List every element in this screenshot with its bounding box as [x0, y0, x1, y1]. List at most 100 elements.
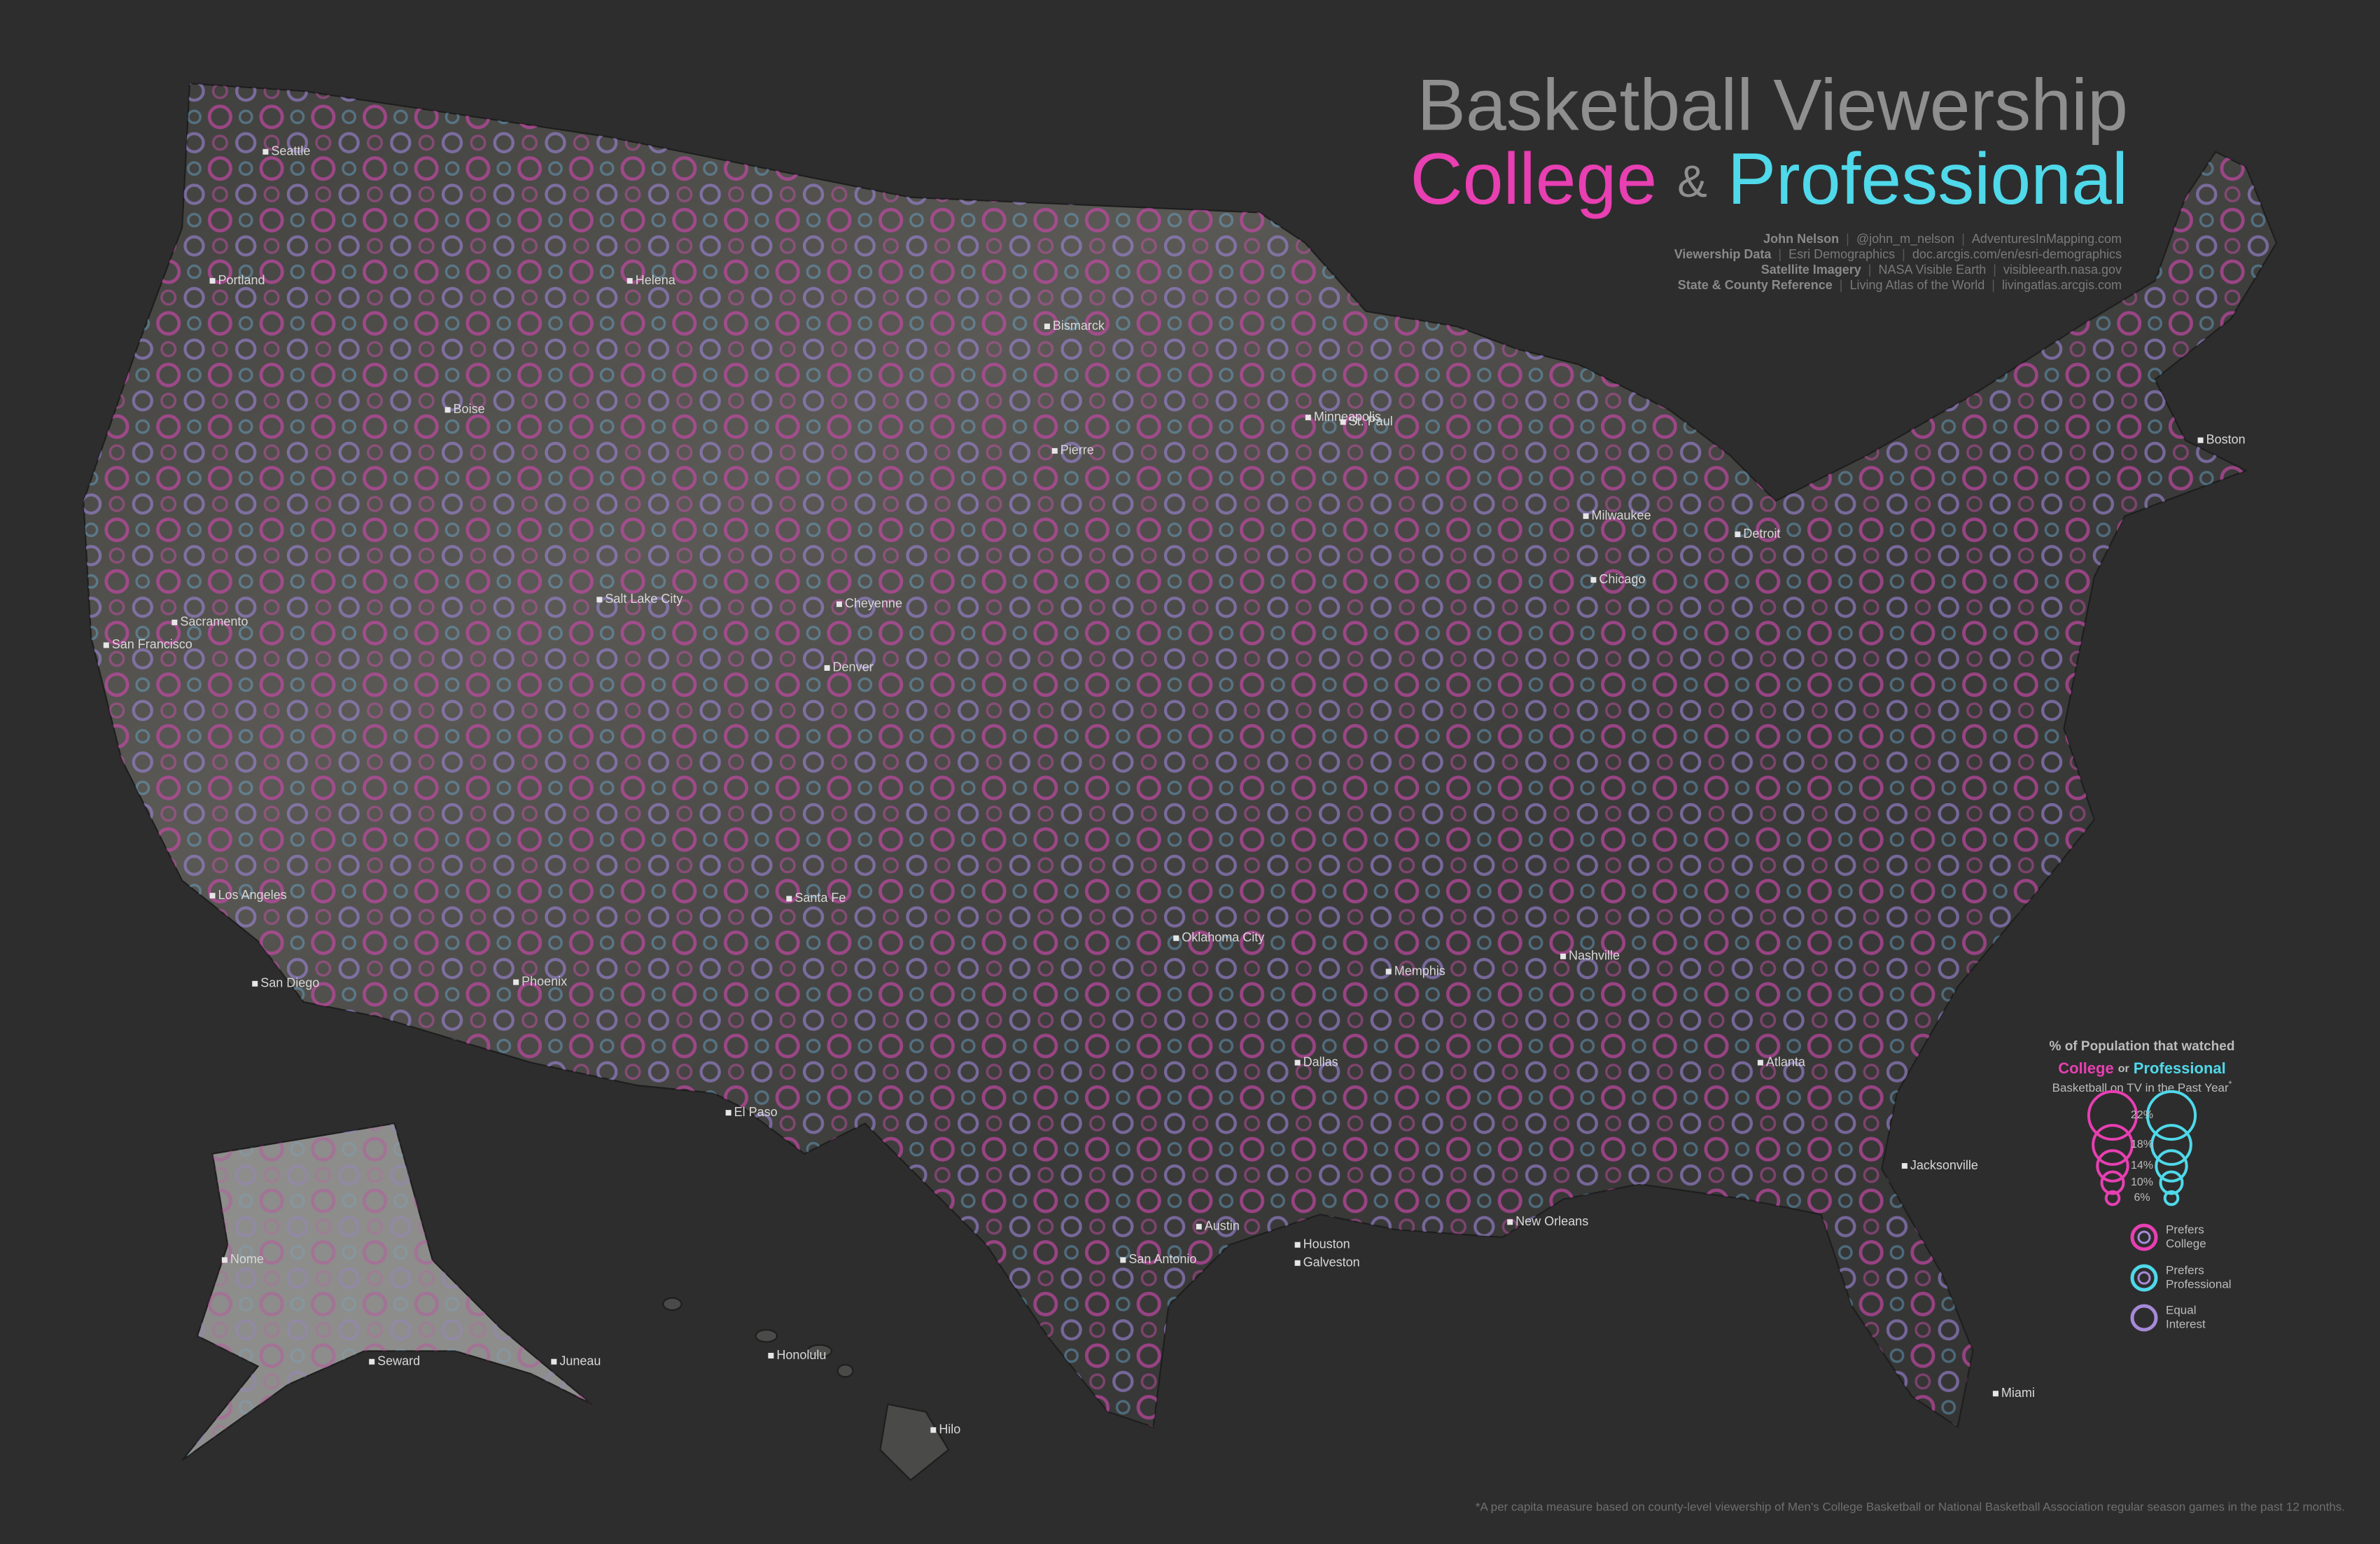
- credit-separator: |: [1846, 232, 1849, 246]
- island: [836, 1363, 854, 1378]
- legend-size-college: [2100, 1170, 2125, 1195]
- credit-separator: |: [1778, 247, 1782, 261]
- city-label: Cheyenne: [845, 597, 902, 611]
- legend-size-college: [2092, 1124, 2134, 1166]
- legend-category-inner: [2137, 1271, 2151, 1285]
- legend-subtitle: College or Professional: [2058, 1059, 2226, 1077]
- city-marker: [836, 601, 842, 607]
- city-marker: [1294, 1242, 1301, 1248]
- city-label: Nashville: [1569, 949, 1620, 963]
- title: Basketball Viewership College & Professi…: [1410, 64, 2129, 220]
- credit-label: Satellite Imagery: [1761, 263, 1861, 277]
- city-marker: [513, 979, 519, 985]
- credit-item: Living Atlas of the World: [1849, 278, 1984, 292]
- city-label: Los Angeles: [218, 888, 287, 902]
- city-label: San Antonio: [1128, 1252, 1196, 1266]
- city-label: El Paso: [734, 1105, 778, 1119]
- credit-separator: |: [1868, 263, 1872, 277]
- legend-category-label: Equal: [2166, 1303, 2196, 1316]
- city-label: Honolulu: [776, 1348, 826, 1362]
- credit-item: @john_m_nelson: [1856, 232, 1954, 246]
- city-marker: [209, 278, 216, 284]
- city-marker: [626, 278, 633, 284]
- credit-item: doc.arcgis.com/en/esri-demographics: [1912, 247, 2122, 261]
- city-label: Seattle: [271, 144, 310, 158]
- hawaii: [662, 1297, 950, 1482]
- city-marker: [1294, 1059, 1301, 1066]
- legend-size-college: [2087, 1090, 2138, 1141]
- legend-category-swatch: [2130, 1223, 2158, 1251]
- city-marker: [1173, 935, 1180, 941]
- footnote: *A per capita measure based on county-le…: [1476, 1500, 2345, 1513]
- city-label: Houston: [1303, 1237, 1350, 1251]
- credit-line: State & County Reference | Living Atlas of…: [1678, 278, 2122, 292]
- title-line2: College & Professional: [1410, 139, 2129, 220]
- legend-category-label: Interest: [2166, 1317, 2206, 1330]
- city-label: Santa Fe: [794, 891, 846, 905]
- city-label: Oklahoma City: [1182, 931, 1264, 945]
- legend-size-label: 10%: [2131, 1176, 2153, 1188]
- legend-subheading-text: Basketball on TV in the Past Year: [2052, 1081, 2229, 1094]
- credit-line: John Nelson | @john_m_nelson | AdventuresInM…: [1763, 232, 2122, 246]
- city-marker: [1305, 415, 1311, 421]
- legend-size-college: [2104, 1190, 2121, 1206]
- title-line1: Basketball Viewership: [1417, 64, 2128, 146]
- city-marker: [596, 597, 603, 603]
- city-marker: [786, 896, 792, 902]
- city-marker: [221, 1257, 227, 1263]
- legend-size-professional: [2146, 1090, 2197, 1141]
- city-label: Miami: [2001, 1386, 2035, 1400]
- city-marker: [1507, 1219, 1513, 1225]
- legend-size-label: 14%: [2131, 1160, 2153, 1171]
- city-marker: [824, 665, 830, 671]
- city-label: Detroit: [1743, 527, 1780, 541]
- credit-item: visibleearth.nasa.gov: [2003, 263, 2122, 277]
- legend-category-swatch: [2130, 1264, 2158, 1292]
- legend-size-professional: [2150, 1124, 2192, 1166]
- city-marker: [1992, 1391, 1998, 1397]
- legend-size-label: 6%: [2134, 1192, 2150, 1204]
- city-label: Denver: [833, 660, 874, 674]
- city-label: Sacramento: [180, 615, 248, 629]
- legend-size-label: 22%: [2131, 1109, 2153, 1121]
- city-marker: [1590, 577, 1597, 583]
- city-label: Juneau: [559, 1354, 601, 1368]
- credit-separator: |: [1961, 232, 1965, 246]
- credit-separator: |: [1902, 247, 1905, 261]
- city-label: Boston: [2206, 432, 2246, 446]
- credit-item: NASA Visible Earth: [1878, 263, 1986, 277]
- legend-or: or: [2118, 1063, 2129, 1075]
- city-label: Salt Lake City: [605, 592, 682, 606]
- city-label: Pierre: [1060, 443, 1094, 457]
- credit-item: livingatlas.arcgis.com: [2002, 278, 2122, 292]
- contiguous-us-rings: [83, 83, 2277, 1427]
- legend-category-inner: [2137, 1230, 2151, 1244]
- credit-label: Viewership Data: [1674, 247, 1772, 261]
- city-marker: [444, 407, 451, 413]
- legend-professional: Professional: [2134, 1059, 2226, 1077]
- legend-asterisk: *: [2229, 1079, 2232, 1089]
- credit-item: Esri Demographics: [1788, 247, 1895, 261]
- legend-category-label: College: [2166, 1237, 2206, 1250]
- credit-separator: |: [1840, 278, 1843, 292]
- city-marker: [768, 1353, 774, 1359]
- city-label: New Orleans: [1516, 1214, 1588, 1228]
- city-marker: [172, 619, 178, 625]
- city-marker: [1044, 324, 1050, 330]
- city-label: San Francisco: [112, 637, 192, 651]
- city-marker: [103, 642, 109, 648]
- legend-subheading: Basketball on TV in the Past Year*: [2052, 1079, 2232, 1094]
- city-label: St. Paul: [1349, 414, 1393, 428]
- city-marker: [1735, 531, 1741, 538]
- city-marker: [930, 1427, 937, 1433]
- city-label: Portland: [218, 273, 265, 287]
- island: [755, 1329, 778, 1343]
- city-marker: [1901, 1163, 1907, 1169]
- city-marker: [1560, 953, 1567, 959]
- city-label: Bismarck: [1053, 319, 1105, 333]
- city-marker: [1583, 513, 1589, 520]
- landmass: [83, 83, 2278, 1482]
- city-label: Boise: [454, 402, 485, 416]
